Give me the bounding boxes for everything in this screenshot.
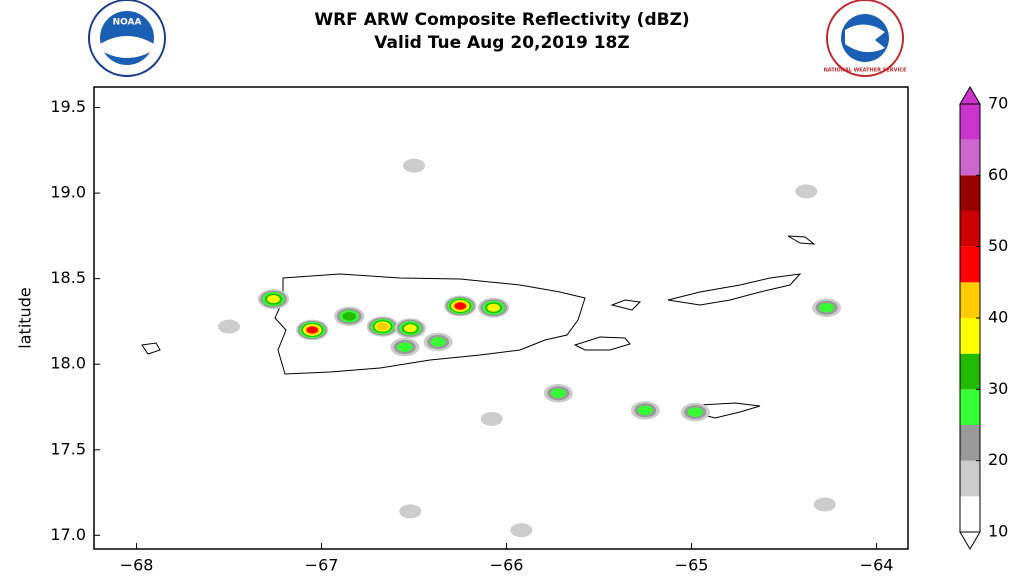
colorbar-tick-label: 50 <box>988 236 1008 255</box>
colorbar-tick-label: 30 <box>988 379 1008 398</box>
coastlines <box>141 235 816 419</box>
colorbar-tick-label: 20 <box>988 450 1008 469</box>
x-tick-label: −66 <box>490 556 524 575</box>
colorbar-band <box>960 139 980 176</box>
nws-logo-text: NATIONAL WEATHER SERVICE <box>824 68 907 74</box>
reflectivity-cell <box>680 402 710 422</box>
cell-contour <box>813 497 836 512</box>
colorbar-band <box>960 389 980 425</box>
reflectivity-cell <box>334 306 365 326</box>
colorbar-band <box>960 282 980 318</box>
colorbar-tick-label: 60 <box>988 165 1008 184</box>
y-tick-label: 17.5 <box>50 439 86 458</box>
y-axis-label: latitude <box>16 287 35 348</box>
cell-contour <box>487 303 500 312</box>
cell-contour <box>637 405 653 416</box>
reflectivity-cell <box>795 184 818 199</box>
reflectivity-cell <box>630 401 660 420</box>
reflectivity-cell <box>543 384 573 403</box>
y-tick-label: 17.0 <box>50 525 86 544</box>
reflectivity-cell <box>296 319 329 341</box>
title: WRF ARW Composite Reflectivity (dBZ) <box>314 10 689 30</box>
y-tick-label: 19.0 <box>50 183 86 202</box>
colorbar-band <box>960 460 980 497</box>
reflectivity-cell <box>480 411 503 426</box>
reflectivity-cell <box>423 332 453 352</box>
reflectivity-cell <box>366 316 399 337</box>
cell-contour <box>430 337 446 347</box>
noaa-logo-text: NOAA <box>113 18 142 28</box>
cell-contour <box>510 523 533 538</box>
cell-contour <box>399 504 422 519</box>
reflectivity-cell <box>218 319 241 334</box>
reflectivity-cell <box>257 289 290 310</box>
colorbar-top <box>959 86 981 105</box>
cell-contour <box>454 302 467 310</box>
subtitle: Valid Tue Aug 20,2019 18Z <box>374 33 629 53</box>
x-tick-label: −65 <box>675 556 709 575</box>
colorbar-band <box>960 496 980 532</box>
cell-contour <box>267 295 280 304</box>
reflectivity-cell <box>390 337 420 357</box>
plot-frame <box>93 86 909 550</box>
colorbar-band <box>960 318 980 354</box>
cell-contour <box>397 342 413 352</box>
colorbar-tick-label: 70 <box>988 94 1008 113</box>
y-tick-label: 19.5 <box>50 97 86 116</box>
colorbar-bottom <box>959 531 981 550</box>
x-tick-label: −67 <box>305 556 339 575</box>
y-tick-label: 18.0 <box>50 354 86 373</box>
noaa-logo: NOAA <box>88 0 166 77</box>
reflectivity-cells <box>218 158 842 538</box>
colorbar-band <box>960 175 980 211</box>
cell-contour <box>404 324 417 333</box>
cell-contour <box>550 388 566 399</box>
x-tick-label: −68 <box>120 556 154 575</box>
x-tick-label: −64 <box>860 556 894 575</box>
reflectivity-cell <box>477 297 510 318</box>
colorbar-tick-label: 40 <box>988 308 1008 327</box>
cell-contour <box>403 158 426 173</box>
colorbar-band <box>960 104 980 140</box>
cell-contour <box>218 319 241 334</box>
y-tick-label: 18.5 <box>50 268 86 287</box>
cell-contour <box>687 407 703 417</box>
reflectivity-cell <box>813 497 836 512</box>
colorbar-band <box>960 211 980 247</box>
reflectivity-cell <box>394 318 427 339</box>
reflectivity-cell <box>399 504 422 519</box>
cell-contour <box>819 302 835 313</box>
nws-logo: NATIONAL WEATHER SERVICE <box>824 0 907 77</box>
reflectivity-cell <box>444 295 477 317</box>
colorbar-band <box>960 246 980 283</box>
colorbar-band <box>960 425 980 461</box>
cell-contour <box>306 326 319 334</box>
reflectivity-cell <box>812 298 842 317</box>
cell-contour <box>376 322 389 331</box>
cell-contour <box>342 311 357 321</box>
reflectivity-cell <box>510 523 533 538</box>
cell-contour <box>795 184 818 199</box>
reflectivity-cell <box>403 158 426 173</box>
colorbar-band <box>960 353 980 390</box>
cell-contour <box>480 411 503 426</box>
colorbar-tick-label: 10 <box>988 522 1008 541</box>
